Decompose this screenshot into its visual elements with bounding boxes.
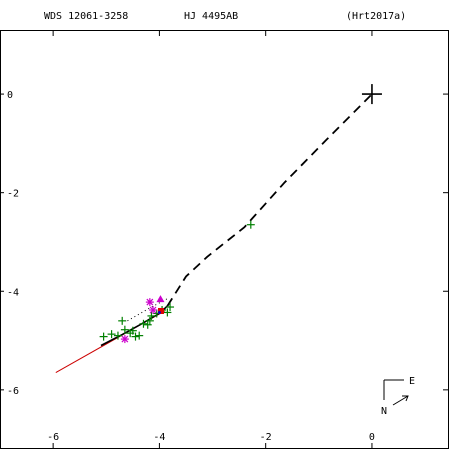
orbit-solid-line: [100, 305, 168, 347]
motion-arrow-shaft: [392, 395, 409, 406]
plus-marker: [99, 332, 108, 341]
plus-marker: [135, 331, 144, 340]
y-tick-label: -6: [7, 386, 19, 397]
star-marker: [149, 305, 158, 314]
plus-marker: [128, 326, 137, 335]
plus-marker: [163, 308, 172, 317]
y-tick-label: -2: [7, 189, 19, 200]
x-tick-label: -2: [260, 432, 272, 443]
y-tick-label: 0: [7, 90, 13, 101]
compass-north-label: N: [381, 406, 387, 417]
wds-id-label: WDS 12061-3258: [44, 11, 129, 22]
plus-marker: [120, 325, 129, 334]
plus-marker: [107, 330, 116, 339]
motion-arrow-head: [402, 395, 409, 402]
star-marker: [120, 335, 129, 344]
plus-marker: [139, 319, 148, 328]
star-name-label: HJ 4495AB: [184, 11, 239, 22]
plot-frame: [0, 30, 449, 449]
x-tick-label: -4: [153, 432, 165, 443]
dot-marker: [157, 310, 161, 314]
primary-star-marker: [361, 84, 382, 105]
orbit-dashed-line: [166, 93, 373, 307]
compass-east-label: E: [409, 376, 415, 387]
plus-marker: [118, 316, 127, 325]
reference-label: (Hrt2017a): [346, 11, 407, 22]
plus-marker: [113, 331, 122, 340]
x-tick-label: -6: [47, 432, 59, 443]
plus-marker: [166, 303, 175, 312]
square-marker: [158, 307, 165, 314]
triangle-marker: [156, 295, 165, 303]
plus-marker: [131, 332, 140, 341]
x-tick-label: 0: [369, 432, 375, 443]
star-marker: [145, 298, 154, 307]
plus-marker: [246, 220, 255, 229]
plus-marker: [145, 316, 154, 325]
orbit-dotted-line: [127, 298, 168, 322]
plus-marker: [147, 311, 156, 320]
y-tick-label: -4: [7, 287, 19, 298]
